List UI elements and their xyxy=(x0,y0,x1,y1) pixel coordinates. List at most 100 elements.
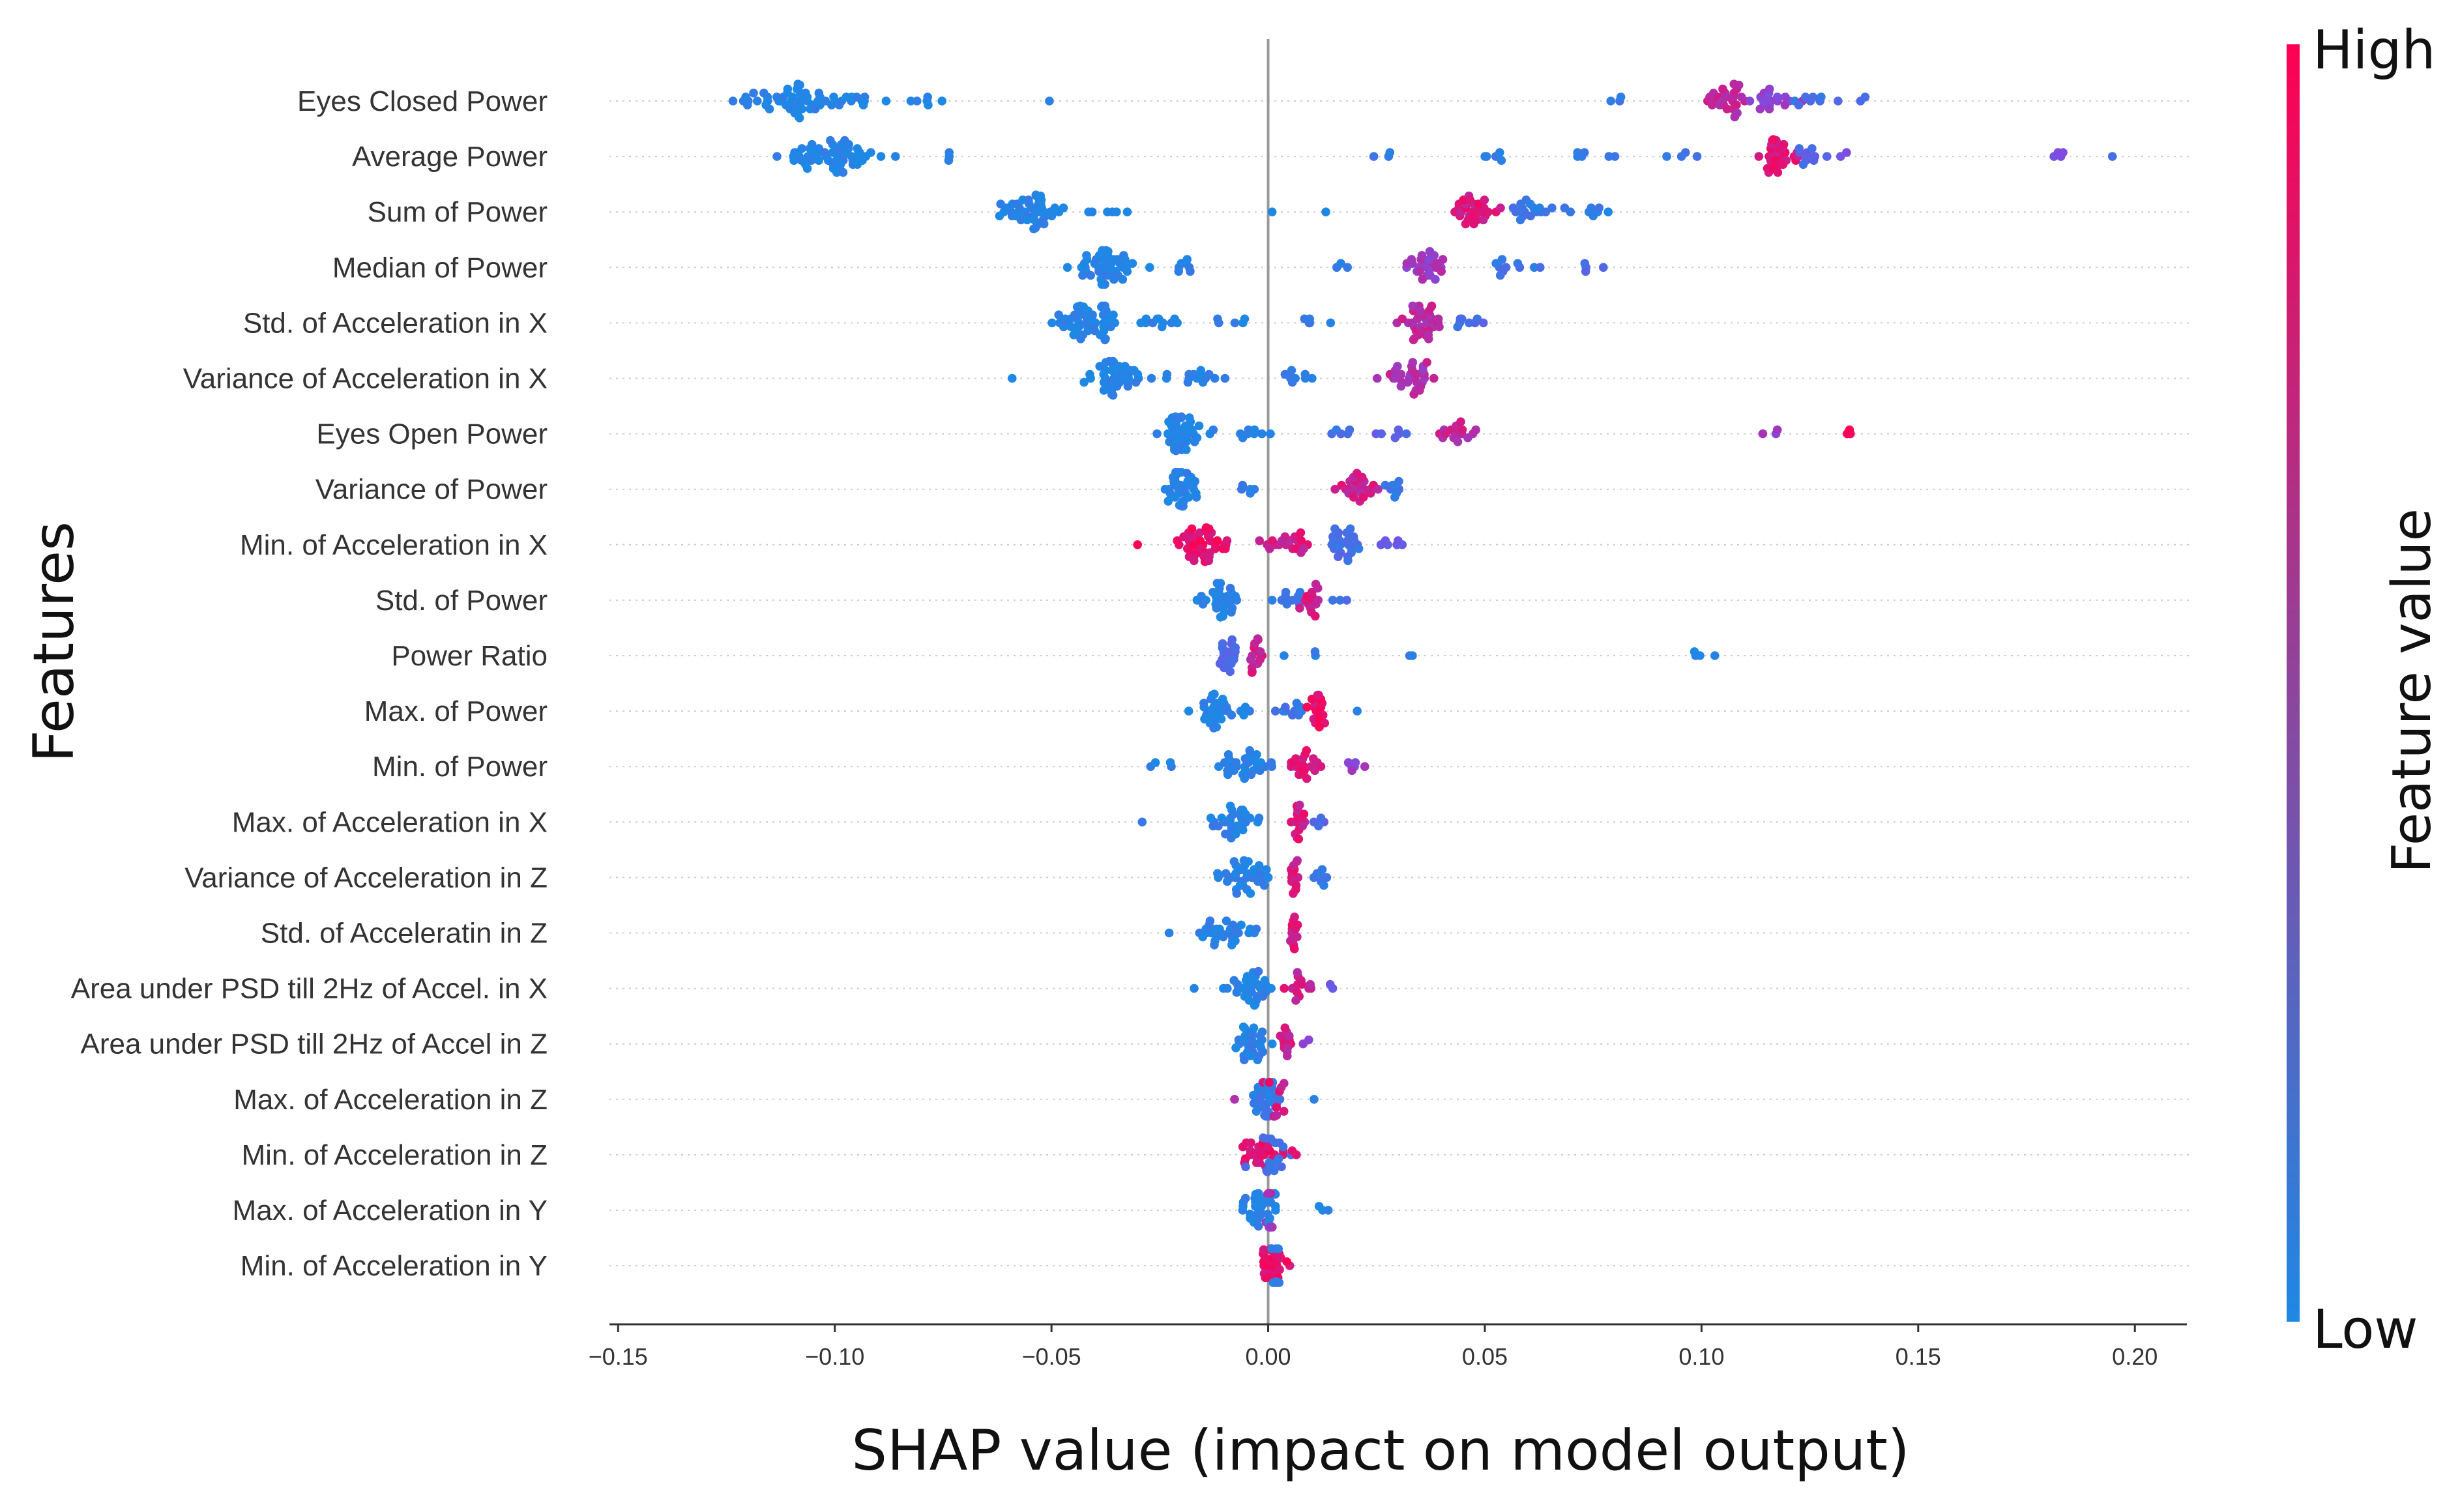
shap-point xyxy=(1267,596,1277,605)
shap-point xyxy=(1330,524,1340,534)
shap-point xyxy=(1225,667,1235,676)
shap-point xyxy=(1008,373,1017,383)
shap-point xyxy=(741,93,750,102)
shap-point xyxy=(1390,433,1400,443)
shap-point xyxy=(1482,152,1491,161)
shap-point xyxy=(1268,536,1277,545)
shap-point xyxy=(1268,1039,1277,1049)
shap-point xyxy=(807,139,817,149)
shap-point xyxy=(1456,417,1465,426)
shap-point xyxy=(1610,152,1620,161)
shap-point xyxy=(2058,148,2068,157)
shap-point xyxy=(1353,706,1362,716)
shap-point xyxy=(1794,144,1804,153)
shap-point xyxy=(810,104,820,113)
shap-point xyxy=(1221,544,1230,553)
shap-point xyxy=(1293,856,1302,865)
shap-point xyxy=(814,156,823,165)
shap-point xyxy=(1250,1000,1259,1010)
shap-point xyxy=(1316,813,1326,822)
shap-point xyxy=(1214,821,1223,831)
shap-point xyxy=(1290,944,1299,953)
shap-point xyxy=(881,96,891,106)
shap-point xyxy=(1250,484,1259,494)
shap-point xyxy=(1204,524,1214,534)
shap-point xyxy=(1190,983,1199,993)
shap-point xyxy=(1223,877,1232,886)
shap-point xyxy=(827,100,836,109)
shap-point xyxy=(1208,425,1218,435)
shap-point xyxy=(1265,1078,1274,1087)
shap-point xyxy=(1729,80,1738,89)
shap-point xyxy=(1272,1111,1281,1120)
shap-point xyxy=(1270,706,1280,716)
shap-point xyxy=(1218,639,1227,648)
shap-point xyxy=(853,160,862,169)
shap-point xyxy=(1253,967,1263,976)
shap-point xyxy=(1274,1244,1283,1253)
shap-point xyxy=(1302,746,1311,755)
shap-point xyxy=(1453,437,1463,446)
shap-point xyxy=(1304,1035,1313,1045)
colorbar-high-label: High xyxy=(2313,20,2435,81)
shap-point xyxy=(1128,259,1137,269)
shap-point xyxy=(1779,139,1789,149)
shap-point xyxy=(1290,912,1299,922)
shap-point xyxy=(1764,84,1774,94)
shap-point xyxy=(1778,160,1788,169)
shap-point xyxy=(1188,425,1197,435)
shap-point xyxy=(1429,373,1439,383)
shap-point xyxy=(1106,322,1115,332)
shap-point xyxy=(1478,318,1488,328)
shap-point xyxy=(1255,647,1265,656)
shap-point xyxy=(1238,1022,1248,1032)
shap-point xyxy=(1240,1193,1250,1203)
shap-point xyxy=(1321,207,1330,217)
shap-point xyxy=(1164,497,1173,506)
shap-point xyxy=(1247,668,1257,677)
shap-point xyxy=(1259,1245,1268,1255)
shap-point xyxy=(1366,489,1375,498)
shap-point xyxy=(1322,873,1332,882)
x-tick-label: −0.15 xyxy=(589,1343,648,1370)
x-axis-title: SHAP value (impact on model output) xyxy=(851,1418,1909,1483)
shap-point xyxy=(1238,825,1248,835)
shap-point xyxy=(1310,1095,1319,1104)
shap-point xyxy=(1385,148,1395,157)
shap-point xyxy=(1433,314,1443,324)
shap-point xyxy=(1594,203,1603,212)
shap-point xyxy=(1229,655,1238,664)
shap-point xyxy=(1317,865,1327,874)
shap-point xyxy=(1171,493,1180,502)
shap-point xyxy=(1227,710,1237,720)
shap-point xyxy=(1536,263,1545,272)
colorbar-low-label: Low xyxy=(2313,1299,2418,1361)
shap-point xyxy=(1516,215,1525,225)
shap-point xyxy=(801,89,810,98)
shap-point xyxy=(1845,425,1854,435)
shap-point xyxy=(1190,437,1199,446)
shap-point xyxy=(1240,314,1250,324)
shap-point xyxy=(1222,536,1232,545)
shap-point xyxy=(1314,821,1323,831)
shap-point xyxy=(1024,196,1033,205)
shap-point xyxy=(1764,104,1774,113)
shap-point xyxy=(1215,924,1224,934)
shap-point xyxy=(1265,544,1274,553)
shap-point xyxy=(1222,647,1231,656)
shap-point xyxy=(1263,873,1273,882)
shap-point xyxy=(1246,1138,1255,1148)
feature-labels: Eyes Closed Power Average Power Sum of Pow… xyxy=(71,85,548,1282)
shap-point xyxy=(1039,219,1049,229)
shap-point xyxy=(1122,267,1132,276)
shap-point xyxy=(1408,301,1418,311)
shap-point xyxy=(1817,93,1826,102)
shap-point xyxy=(1217,813,1227,822)
x-tick-label: 0.05 xyxy=(1462,1343,1508,1370)
shap-point xyxy=(1109,310,1118,320)
shap-point xyxy=(1349,532,1358,542)
shap-point xyxy=(1295,603,1304,613)
shap-point xyxy=(1860,93,1870,102)
shap-point xyxy=(1234,1035,1244,1045)
shap-point xyxy=(1496,203,1505,212)
